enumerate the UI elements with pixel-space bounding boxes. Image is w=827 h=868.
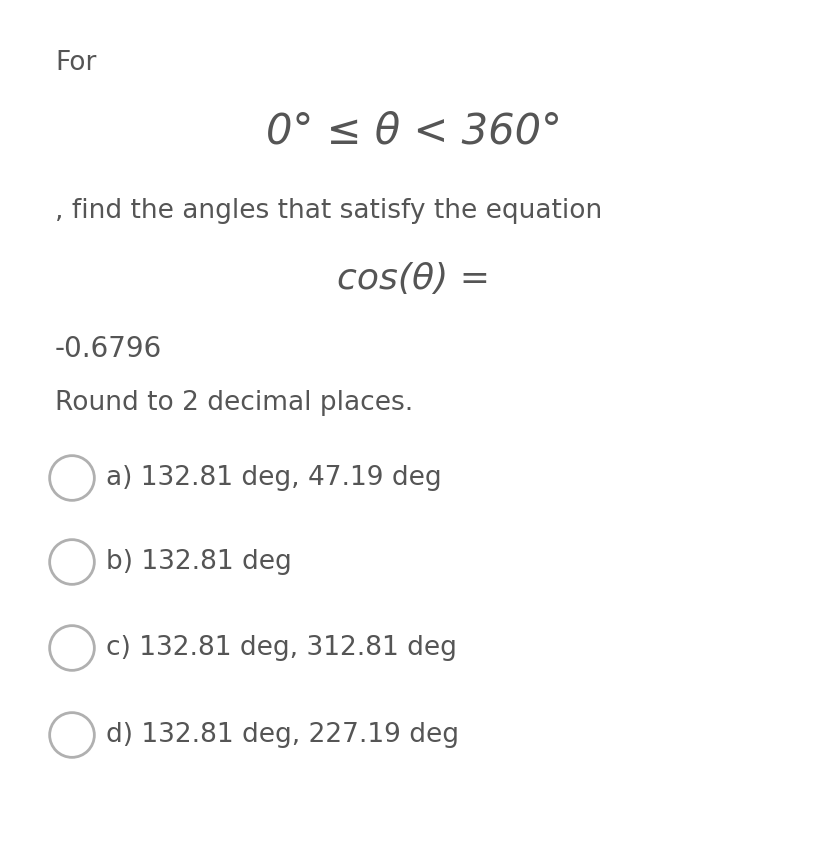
Text: 0° ≤ θ < 360°: 0° ≤ θ < 360° [265,110,562,152]
Text: b) 132.81 deg: b) 132.81 deg [106,549,292,575]
Text: d) 132.81 deg, 227.19 deg: d) 132.81 deg, 227.19 deg [106,722,459,748]
Text: For: For [55,50,96,76]
Text: c) 132.81 deg, 312.81 deg: c) 132.81 deg, 312.81 deg [106,635,457,661]
Text: a) 132.81 deg, 47.19 deg: a) 132.81 deg, 47.19 deg [106,465,442,491]
Text: Round to 2 decimal places.: Round to 2 decimal places. [55,390,413,416]
Text: , find the angles that satisfy the equation: , find the angles that satisfy the equat… [55,198,601,224]
Text: cos(θ) =: cos(θ) = [337,262,490,296]
Text: -0.6796: -0.6796 [55,335,162,363]
